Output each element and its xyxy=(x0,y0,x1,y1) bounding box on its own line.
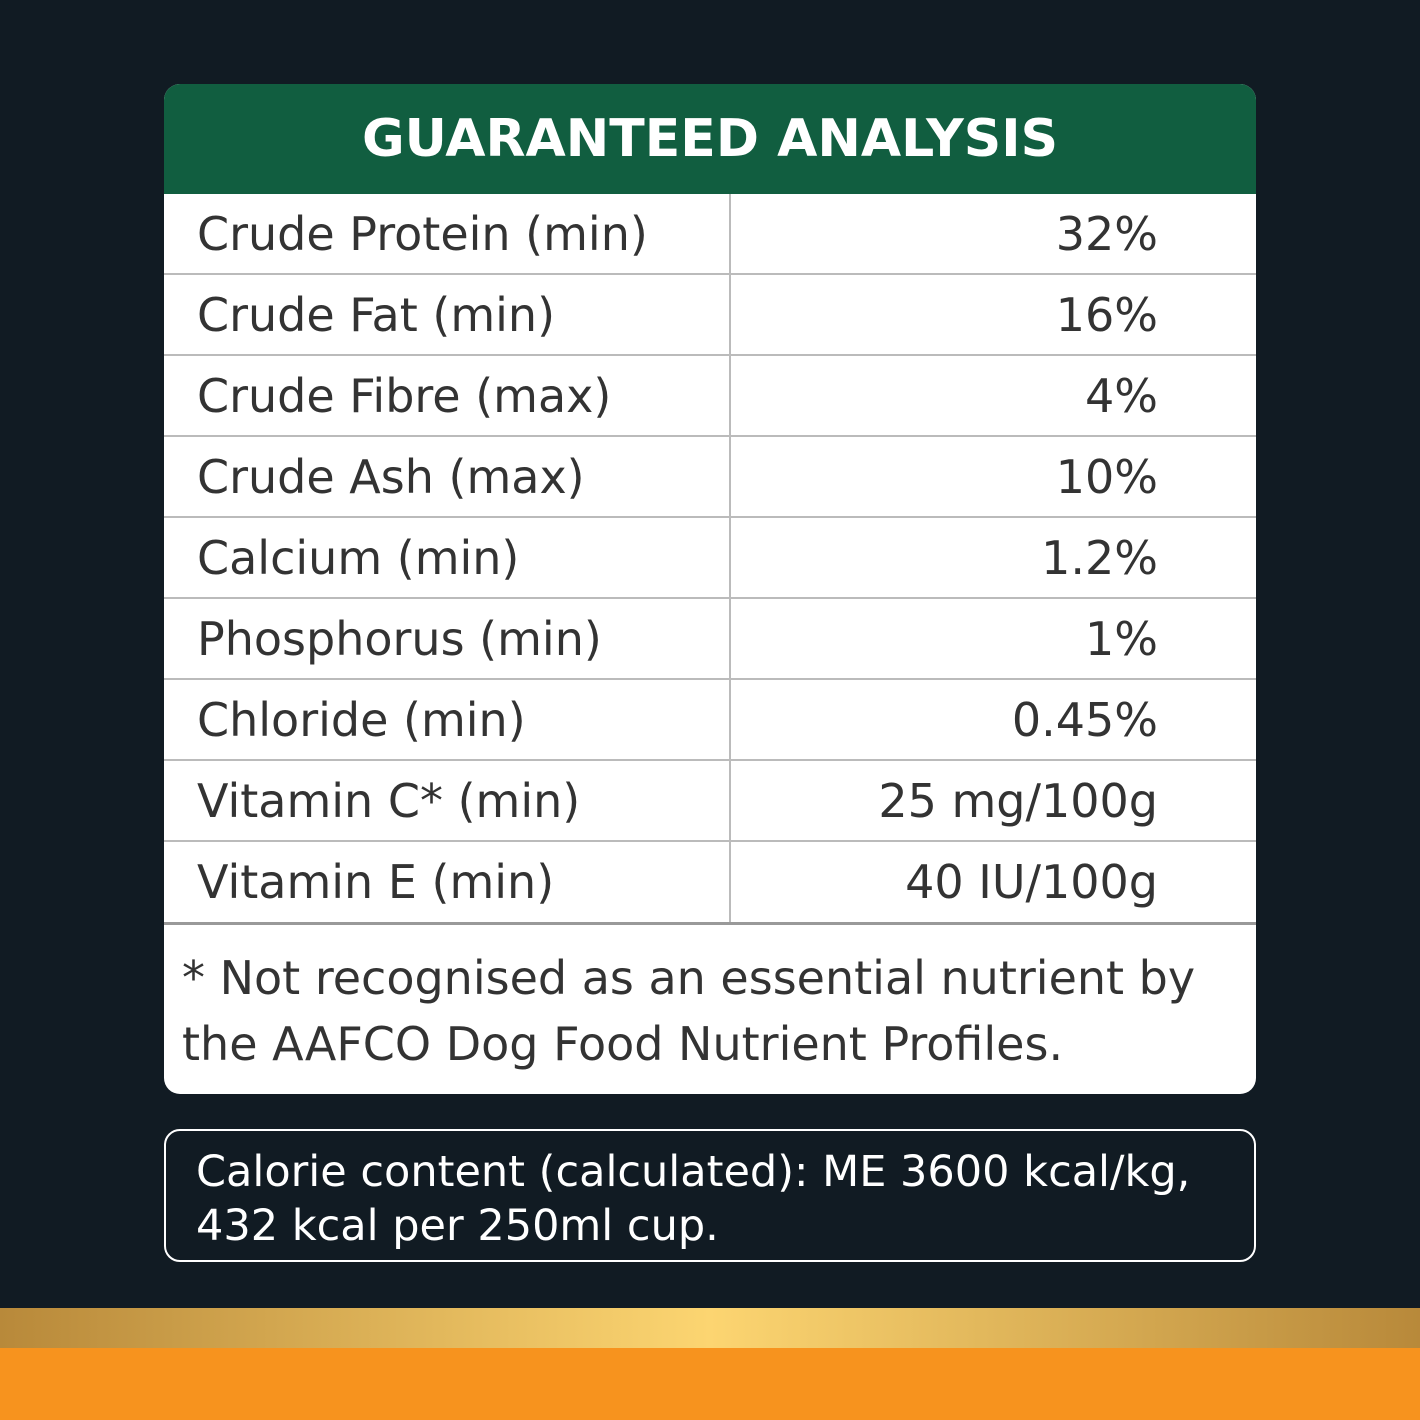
nutrient-value: 16% xyxy=(1055,287,1158,342)
nutrient-name: Crude Ash (max) xyxy=(164,437,731,516)
table-title: GUARANTEED ANALYSIS xyxy=(164,84,1256,194)
nutrient-name: Vitamin E (min) xyxy=(164,842,731,922)
nutrient-value: 0.45% xyxy=(1011,692,1158,747)
nutrient-name: Crude Protein (min) xyxy=(164,194,731,273)
orange-band xyxy=(0,1348,1420,1420)
table-row: Vitamin C* (min) 25 mg/100g xyxy=(164,761,1256,842)
calorie-note: Calorie content (calculated): ME 3600 kc… xyxy=(164,1129,1256,1262)
nutrient-name: Crude Fat (min) xyxy=(164,275,731,354)
table-row: Crude Fibre (max) 4% xyxy=(164,356,1256,437)
nutrient-value: 4% xyxy=(1085,368,1158,423)
gold-band xyxy=(0,1308,1420,1348)
footnote: * Not recognised as an essential nutrien… xyxy=(182,951,1196,1071)
nutrient-name: Calcium (min) xyxy=(164,518,731,597)
nutrient-value: 40 IU/100g xyxy=(905,855,1158,909)
table-row: Phosphorus (min) 1% xyxy=(164,599,1256,680)
nutrient-name: Phosphorus (min) xyxy=(164,599,731,678)
analysis-card: GUARANTEED ANALYSIS Crude Protein (min) 3… xyxy=(164,84,1256,1094)
table-row: Crude Protein (min) 32% xyxy=(164,194,1256,275)
table-row: Vitamin E (min) 40 IU/100g xyxy=(164,842,1256,925)
nutrient-value: 1.2% xyxy=(1041,530,1158,585)
nutrient-value: 25 mg/100g xyxy=(878,773,1158,828)
nutrient-value: 32% xyxy=(1055,206,1158,261)
nutrient-name: Crude Fibre (max) xyxy=(164,356,731,435)
nutrient-value: 1% xyxy=(1085,611,1158,666)
nutrient-value: 10% xyxy=(1055,449,1158,504)
table-row: Crude Ash (max) 10% xyxy=(164,437,1256,518)
table-row: Chloride (min) 0.45% xyxy=(164,680,1256,761)
table-body: Crude Protein (min) 32% Crude Fat (min) 16%… xyxy=(164,194,1256,925)
nutrient-name: Vitamin C* (min) xyxy=(164,761,731,840)
table-row: Crude Fat (min) 16% xyxy=(164,275,1256,356)
nutrient-name: Chloride (min) xyxy=(164,680,731,759)
table-row: Calcium (min) 1.2% xyxy=(164,518,1256,599)
